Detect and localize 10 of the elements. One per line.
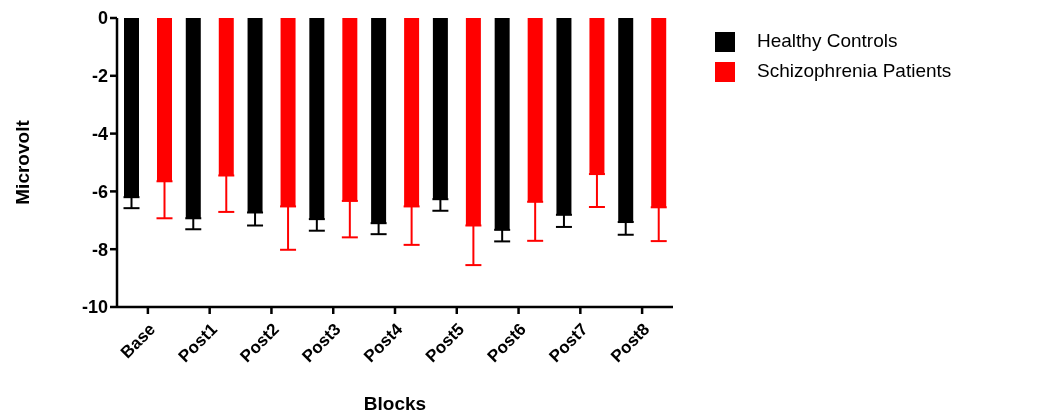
y-tick-label: -10 <box>81 297 108 318</box>
legend-label: Healthy Controls <box>757 30 898 51</box>
y-tick-label: -4 <box>91 123 108 144</box>
legend-label: Schizophrenia Patients <box>757 60 952 81</box>
y-tick-label: -2 <box>91 66 108 87</box>
x-axis-title: Blocks <box>363 393 427 414</box>
y-axis-title: Microvolt <box>11 119 33 205</box>
y-tick-label: -8 <box>91 239 108 260</box>
y-tick-label: 0 <box>97 8 108 29</box>
y-tick-label: -6 <box>91 181 108 202</box>
